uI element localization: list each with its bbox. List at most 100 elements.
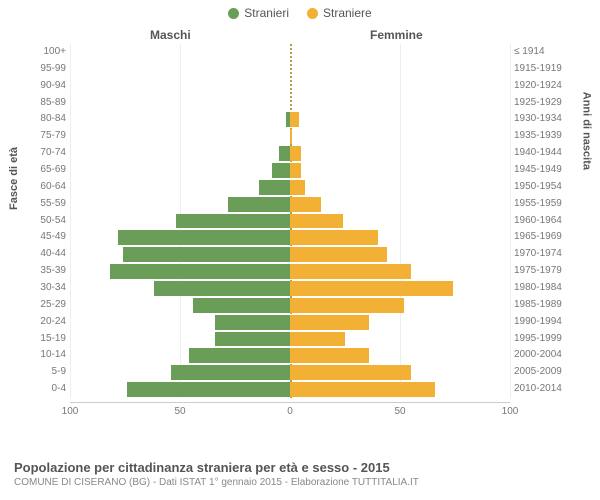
bar-female: [290, 112, 299, 127]
pyramid-row: 30-341980-1984: [70, 280, 510, 297]
x-axis: 10050050100: [70, 402, 510, 424]
pyramid-row: 95-991915-1919: [70, 61, 510, 78]
bar-male: [118, 230, 290, 245]
pyramid-row: 35-391975-1979: [70, 263, 510, 280]
bar-male: [154, 281, 290, 296]
age-label: 55-59: [24, 196, 66, 213]
age-label: 10-14: [24, 347, 66, 364]
bar-female: [290, 230, 378, 245]
bar-female: [290, 214, 343, 229]
birth-year-label: 2000-2004: [514, 347, 572, 364]
age-label: 80-84: [24, 111, 66, 128]
pyramid-row: 45-491965-1969: [70, 229, 510, 246]
birth-year-label: 1915-1919: [514, 61, 572, 78]
swatch-male-icon: [228, 8, 239, 19]
pyramid-row: 65-691945-1949: [70, 162, 510, 179]
age-label: 5-9: [24, 364, 66, 381]
x-tick-label: 50: [394, 406, 405, 417]
y-axis-right-title: Anni di nascita: [580, 92, 592, 170]
swatch-female-icon: [307, 8, 318, 19]
birth-year-label: 1995-1999: [514, 331, 572, 348]
age-label: 70-74: [24, 145, 66, 162]
birth-year-label: 1920-1924: [514, 78, 572, 95]
age-label: 20-24: [24, 314, 66, 331]
birth-year-label: 1935-1939: [514, 128, 572, 145]
chart-footer: Popolazione per cittadinanza straniera p…: [14, 460, 586, 488]
birth-year-label: 1975-1979: [514, 263, 572, 280]
birth-year-label: 2005-2009: [514, 364, 572, 381]
pyramid-row: 90-941920-1924: [70, 78, 510, 95]
legend-item-male: Stranieri: [228, 6, 289, 20]
age-label: 45-49: [24, 229, 66, 246]
chart-subtitle: COMUNE DI CISERANO (BG) - Dati ISTAT 1° …: [14, 477, 586, 488]
legend-item-female: Straniere: [307, 6, 372, 20]
pyramid-row: 40-441970-1974: [70, 246, 510, 263]
pyramid-row: 0-42010-2014: [70, 381, 510, 398]
bar-male: [259, 180, 290, 195]
birth-year-label: 1990-1994: [514, 314, 572, 331]
age-label: 90-94: [24, 78, 66, 95]
bar-female: [290, 180, 305, 195]
pyramid-row: 80-841930-1934: [70, 111, 510, 128]
age-label: 40-44: [24, 246, 66, 263]
bar-female: [290, 298, 404, 313]
birth-year-label: ≤ 1914: [514, 44, 572, 61]
header-female: Femmine: [370, 28, 423, 42]
pyramid-row: 70-741940-1944: [70, 145, 510, 162]
bar-female: [290, 315, 369, 330]
birth-year-label: 1950-1954: [514, 179, 572, 196]
birth-year-label: 1980-1984: [514, 280, 572, 297]
bar-male: [215, 315, 290, 330]
bar-female: [290, 348, 369, 363]
birth-year-label: 2010-2014: [514, 381, 572, 398]
birth-year-label: 1940-1944: [514, 145, 572, 162]
birth-year-label: 1965-1969: [514, 229, 572, 246]
age-label: 30-34: [24, 280, 66, 297]
birth-year-label: 1960-1964: [514, 213, 572, 230]
age-label: 100+: [24, 44, 66, 61]
bar-male: [279, 146, 290, 161]
bar-male: [171, 365, 290, 380]
bar-male: [189, 348, 290, 363]
age-label: 50-54: [24, 213, 66, 230]
birth-year-label: 1970-1974: [514, 246, 572, 263]
age-label: 65-69: [24, 162, 66, 179]
pyramid-row: 10-142000-2004: [70, 347, 510, 364]
bar-female: [290, 332, 345, 347]
birth-year-label: 1955-1959: [514, 196, 572, 213]
bar-male: [193, 298, 290, 313]
pyramid-row: 100+≤ 1914: [70, 44, 510, 61]
bar-female: [290, 264, 411, 279]
y-axis-left-title: Fasce di età: [8, 147, 20, 210]
pyramid-row: 25-291985-1989: [70, 297, 510, 314]
age-label: 85-89: [24, 95, 66, 112]
population-pyramid-chart: 100+≤ 191495-991915-191990-941920-192485…: [70, 44, 510, 424]
bar-male: [176, 214, 290, 229]
legend-label-female: Straniere: [323, 6, 372, 20]
birth-year-label: 1945-1949: [514, 162, 572, 179]
pyramid-row: 55-591955-1959: [70, 196, 510, 213]
pyramid-row: 85-891925-1929: [70, 95, 510, 112]
grid-line: [510, 44, 511, 398]
x-tick-label: 100: [62, 406, 79, 417]
age-label: 60-64: [24, 179, 66, 196]
chart-title: Popolazione per cittadinanza straniera p…: [14, 460, 586, 475]
x-tick-label: 50: [174, 406, 185, 417]
x-tick-label: 100: [502, 406, 519, 417]
legend-label-male: Stranieri: [244, 6, 289, 20]
birth-year-label: 1985-1989: [514, 297, 572, 314]
pyramid-row: 50-541960-1964: [70, 213, 510, 230]
age-label: 15-19: [24, 331, 66, 348]
bar-female: [290, 281, 453, 296]
header-male: Maschi: [150, 28, 191, 42]
bar-female: [290, 382, 435, 397]
bar-female: [290, 247, 387, 262]
age-label: 75-79: [24, 128, 66, 145]
bar-male: [123, 247, 290, 262]
bar-male: [110, 264, 290, 279]
x-tick-label: 0: [287, 406, 293, 417]
pyramid-row: 15-191995-1999: [70, 331, 510, 348]
age-label: 25-29: [24, 297, 66, 314]
pyramid-row: 60-641950-1954: [70, 179, 510, 196]
bar-female: [290, 146, 301, 161]
